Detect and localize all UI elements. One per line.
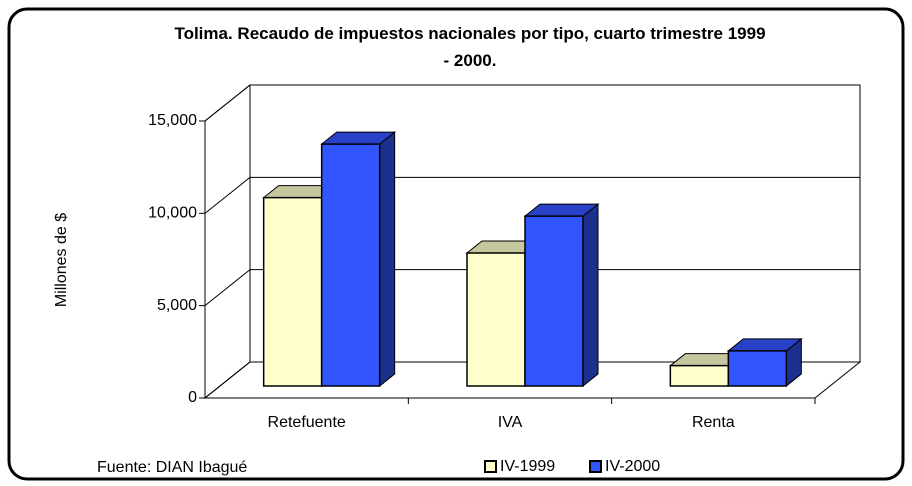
y-tick-label: 15,000 [148,112,197,129]
bar-front [727,350,788,387]
y-tick-label: 5,000 [157,297,197,314]
bar-front [262,196,323,387]
x-tick-label: IVA [498,414,523,431]
grid-line [204,176,860,214]
bar-front [466,252,526,387]
bar [726,337,803,388]
chart-title: Tolima. Recaudo de impuestos nacionales … [174,24,766,70]
source-note: Fuente: DIAN Ibagué [97,459,247,476]
x-tick-label: Retefuente [268,414,346,431]
grid-line [204,269,860,307]
bar-front [669,364,730,387]
bar [320,131,397,388]
y-tick-label: 0 [188,389,197,406]
grid-line [204,84,860,122]
legend-label: IV-1999 [500,458,555,475]
bar-side [379,131,396,388]
bar [523,203,600,388]
legend-label: IV-2000 [605,458,660,475]
legend-swatch [589,460,602,473]
side-wall [204,83,251,400]
legend-swatch [484,460,497,473]
y-tick-label: 10,000 [148,205,197,222]
x-tick-label: Renta [692,414,735,431]
bar-side [582,203,599,388]
grid-line [204,361,860,399]
bar-front [320,143,381,387]
y-axis-label: Millones de $ [53,213,70,307]
bar-front [524,215,584,387]
